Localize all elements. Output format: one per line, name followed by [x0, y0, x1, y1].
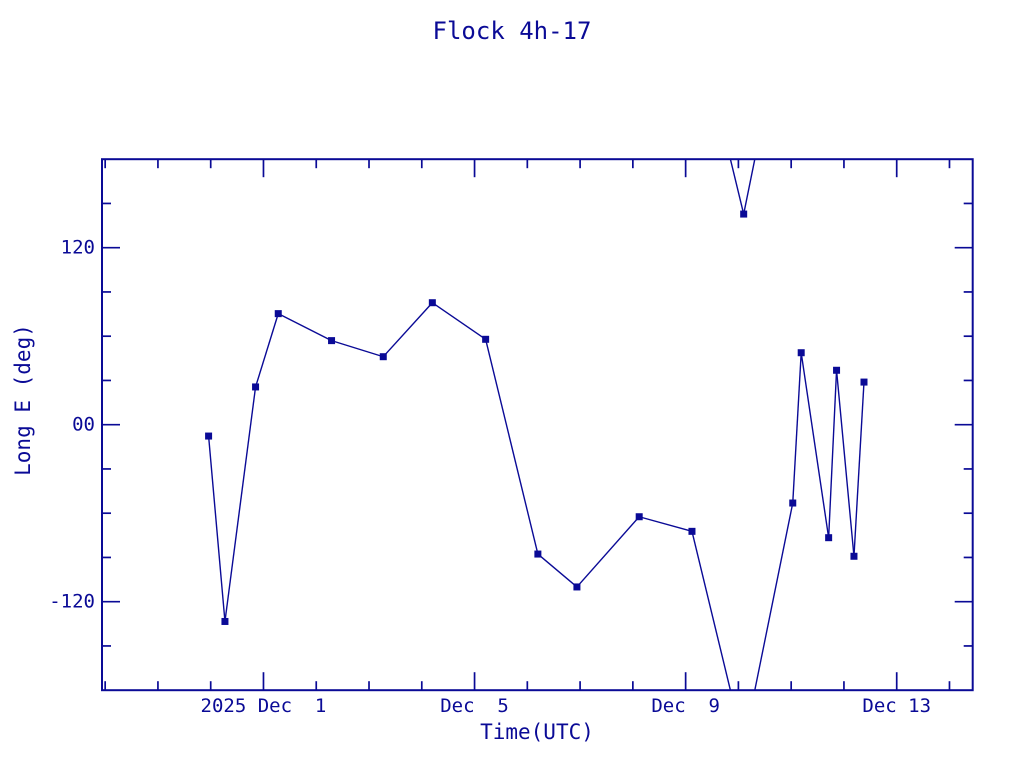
series-line-segment: [431, 302, 487, 340]
data-point-marker: [221, 617, 229, 625]
series-line-segment: [639, 516, 693, 533]
series-line-segment: [254, 313, 279, 388]
axis-tick-labels: 2025 Dec 1 Dec 5 Dec 9 Dec 13 120 00 -120: [49, 237, 931, 717]
series-line-segment: [207, 435, 226, 622]
series-line-segment: [835, 370, 855, 557]
x-tick-label: Dec 9: [651, 695, 720, 717]
data-point-marker: [274, 310, 282, 318]
data-point-marker: [850, 552, 858, 560]
plot-frame: [101, 158, 974, 692]
data-point-marker: [635, 513, 643, 521]
x-axis-title: Time(UTC): [480, 720, 594, 744]
y-tick-label: -120: [49, 591, 95, 613]
series-line-segment: [792, 352, 802, 504]
chart-title: Flock 4h-17: [433, 17, 592, 45]
data-point-marker: [252, 383, 260, 391]
series-line-segment: [853, 382, 865, 557]
series-line-segment: [827, 370, 838, 538]
series-line-segment: [224, 386, 257, 622]
series-line-segment: [742, 159, 756, 215]
series-line-segment: [484, 339, 539, 555]
y-axis-title: Long E (deg): [11, 324, 35, 476]
y-tick-label: 00: [72, 414, 95, 436]
x-tick-label: Dec 13: [862, 695, 931, 717]
series-line-segment: [754, 502, 794, 691]
data-point-marker: [573, 583, 581, 591]
y-tick-label: 120: [61, 237, 95, 259]
series-line-segment: [576, 516, 640, 588]
series-line-segment: [691, 531, 732, 691]
series-line-segment: [800, 352, 830, 538]
series-line-segment: [537, 553, 578, 588]
axis-ticks: [102, 159, 973, 691]
data-point-marker: [740, 210, 748, 218]
data-point-marker: [688, 527, 696, 535]
data-markers: [205, 210, 868, 625]
series-line-segment: [331, 339, 384, 358]
data-point-marker: [833, 366, 841, 374]
series-line-segment: [382, 302, 433, 358]
data-point-marker: [428, 299, 436, 307]
data-point-marker: [797, 349, 805, 357]
data-point-marker: [205, 432, 213, 440]
data-point-marker: [379, 353, 387, 361]
x-tick-label: Dec 5: [440, 695, 509, 717]
series-line-segment: [277, 313, 332, 342]
data-point-marker: [860, 378, 868, 386]
data-point-marker: [789, 499, 797, 507]
data-point-marker: [534, 550, 542, 558]
x-tick-label: 2025 Dec 1: [201, 695, 327, 717]
data-point-marker: [825, 534, 833, 542]
data-series: [207, 159, 865, 691]
data-point-marker: [328, 337, 336, 345]
series-line-segment: [729, 159, 745, 215]
data-point-marker: [482, 335, 490, 343]
